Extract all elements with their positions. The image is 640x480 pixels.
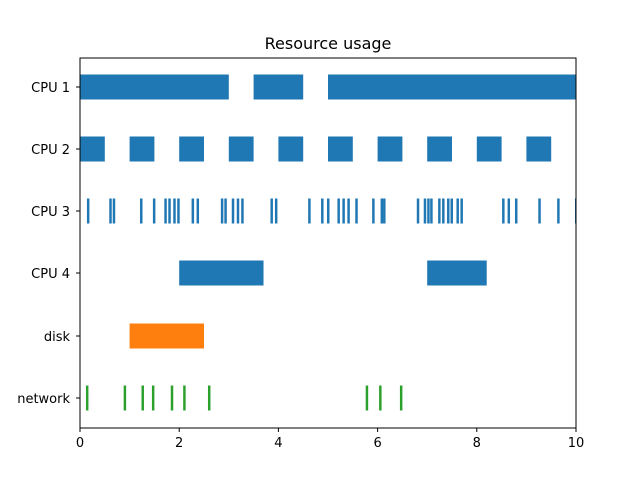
bar-network-2: [141, 385, 144, 411]
bars-layer: [80, 74, 576, 411]
bar-cpu-3-18: [308, 198, 311, 224]
bar-cpu-2-4: [278, 136, 304, 162]
bar-cpu-3-9: [191, 198, 195, 224]
bar-cpu-3-10: [196, 198, 200, 224]
bar-cpu-3-42: [557, 198, 560, 224]
bar-network-0: [85, 385, 89, 411]
bar-cpu-3-2: [112, 198, 116, 224]
bar-cpu-3-15: [241, 198, 244, 224]
bar-cpu-3-14: [236, 198, 240, 224]
bar-cpu-2-1: [129, 136, 155, 162]
y-tick-label: CPU 3: [31, 205, 70, 220]
bar-cpu-2-3: [228, 136, 254, 162]
x-tick-label: 6: [373, 436, 381, 451]
bar-cpu-2-0: [80, 136, 105, 162]
bar-network-8: [379, 385, 382, 411]
bar-cpu-3-33: [442, 198, 445, 224]
chart-title: Resource usage: [265, 34, 392, 53]
bar-network-7: [365, 385, 369, 411]
bar-cpu-2-7: [427, 136, 452, 162]
x-tick-label: 10: [568, 436, 585, 451]
bar-cpu-3-4: [152, 198, 156, 224]
bar-network-5: [183, 385, 186, 411]
bar-cpu-3-38: [502, 198, 505, 224]
bar-cpu-3-31: [430, 198, 433, 224]
bar-cpu-2-5: [328, 136, 353, 162]
bar-cpu-3-30: [427, 198, 430, 224]
bar-cpu-3-23: [347, 198, 350, 224]
y-axis: CPU 1 CPU 2 CPU 3 CPU 4 disk network: [17, 81, 80, 407]
bar-cpu-3-8: [177, 198, 180, 224]
bar-cpu-2-6: [377, 136, 403, 162]
bar-cpu-3-21: [337, 198, 340, 224]
bar-cpu-3-26: [380, 198, 384, 224]
x-tick-label: 8: [473, 436, 481, 451]
bar-network-9: [399, 385, 403, 411]
bar-cpu-3-34: [447, 198, 450, 224]
bar-cpu-3-36: [456, 198, 459, 224]
x-tick-label: 4: [274, 436, 282, 451]
bar-cpu-4-0: [179, 260, 264, 286]
bar-cpu-3-25: [372, 198, 375, 224]
bar-network-4: [170, 385, 174, 411]
bar-network-1: [123, 385, 127, 411]
bar-cpu-3-19: [321, 198, 324, 224]
bar-cpu-3-0: [86, 198, 90, 224]
bar-cpu-1-1: [253, 74, 304, 100]
bar-cpu-3-35: [450, 198, 453, 224]
bar-cpu-2-8: [476, 136, 502, 162]
bar-cpu-1-0: [80, 74, 229, 100]
bar-cpu-3-39: [507, 198, 511, 224]
y-tick-label: CPU 2: [31, 143, 70, 158]
bar-cpu-3-41: [538, 198, 541, 224]
bar-network-6: [207, 385, 211, 411]
bar-cpu-3-13: [231, 198, 235, 224]
bar-cpu-3-22: [342, 198, 345, 224]
bar-cpu-2-2: [179, 136, 204, 162]
y-tick-label: disk: [44, 330, 71, 345]
bar-cpu-3-6: [168, 198, 171, 224]
bar-cpu-3-28: [416, 198, 420, 224]
bar-cpu-3-29: [423, 198, 427, 224]
bar-cpu-3-16: [270, 198, 273, 224]
bar-cpu-3-12: [224, 198, 227, 224]
bar-disk-0: [129, 323, 204, 349]
y-tick-label: network: [17, 392, 70, 407]
y-tick-label: CPU 4: [31, 267, 70, 282]
x-axis: 0 2 4 6 8 10: [76, 428, 584, 451]
x-tick-label: 0: [76, 436, 84, 451]
bar-cpu-3-7: [173, 198, 176, 224]
x-tick-label: 2: [175, 436, 183, 451]
bar-cpu-3-17: [274, 198, 278, 224]
bar-cpu-3-37: [460, 198, 463, 224]
bar-cpu-3-27: [383, 198, 386, 224]
bar-cpu-3-5: [164, 198, 167, 224]
bar-cpu-3-32: [438, 198, 441, 224]
bar-cpu-2-9: [526, 136, 552, 162]
bar-cpu-1-2: [328, 74, 576, 100]
bar-cpu-3-11: [220, 198, 224, 224]
bar-cpu-3-40: [514, 198, 518, 224]
y-tick-label: CPU 1: [31, 81, 70, 96]
plot-frame: [79, 57, 577, 429]
bar-cpu-3-24: [355, 198, 358, 224]
bar-network-3: [151, 385, 155, 411]
bar-cpu-3-3: [140, 198, 143, 224]
bar-cpu-3-20: [327, 198, 330, 224]
bar-cpu-3-1: [109, 198, 112, 224]
bar-cpu-4-1: [427, 260, 487, 286]
